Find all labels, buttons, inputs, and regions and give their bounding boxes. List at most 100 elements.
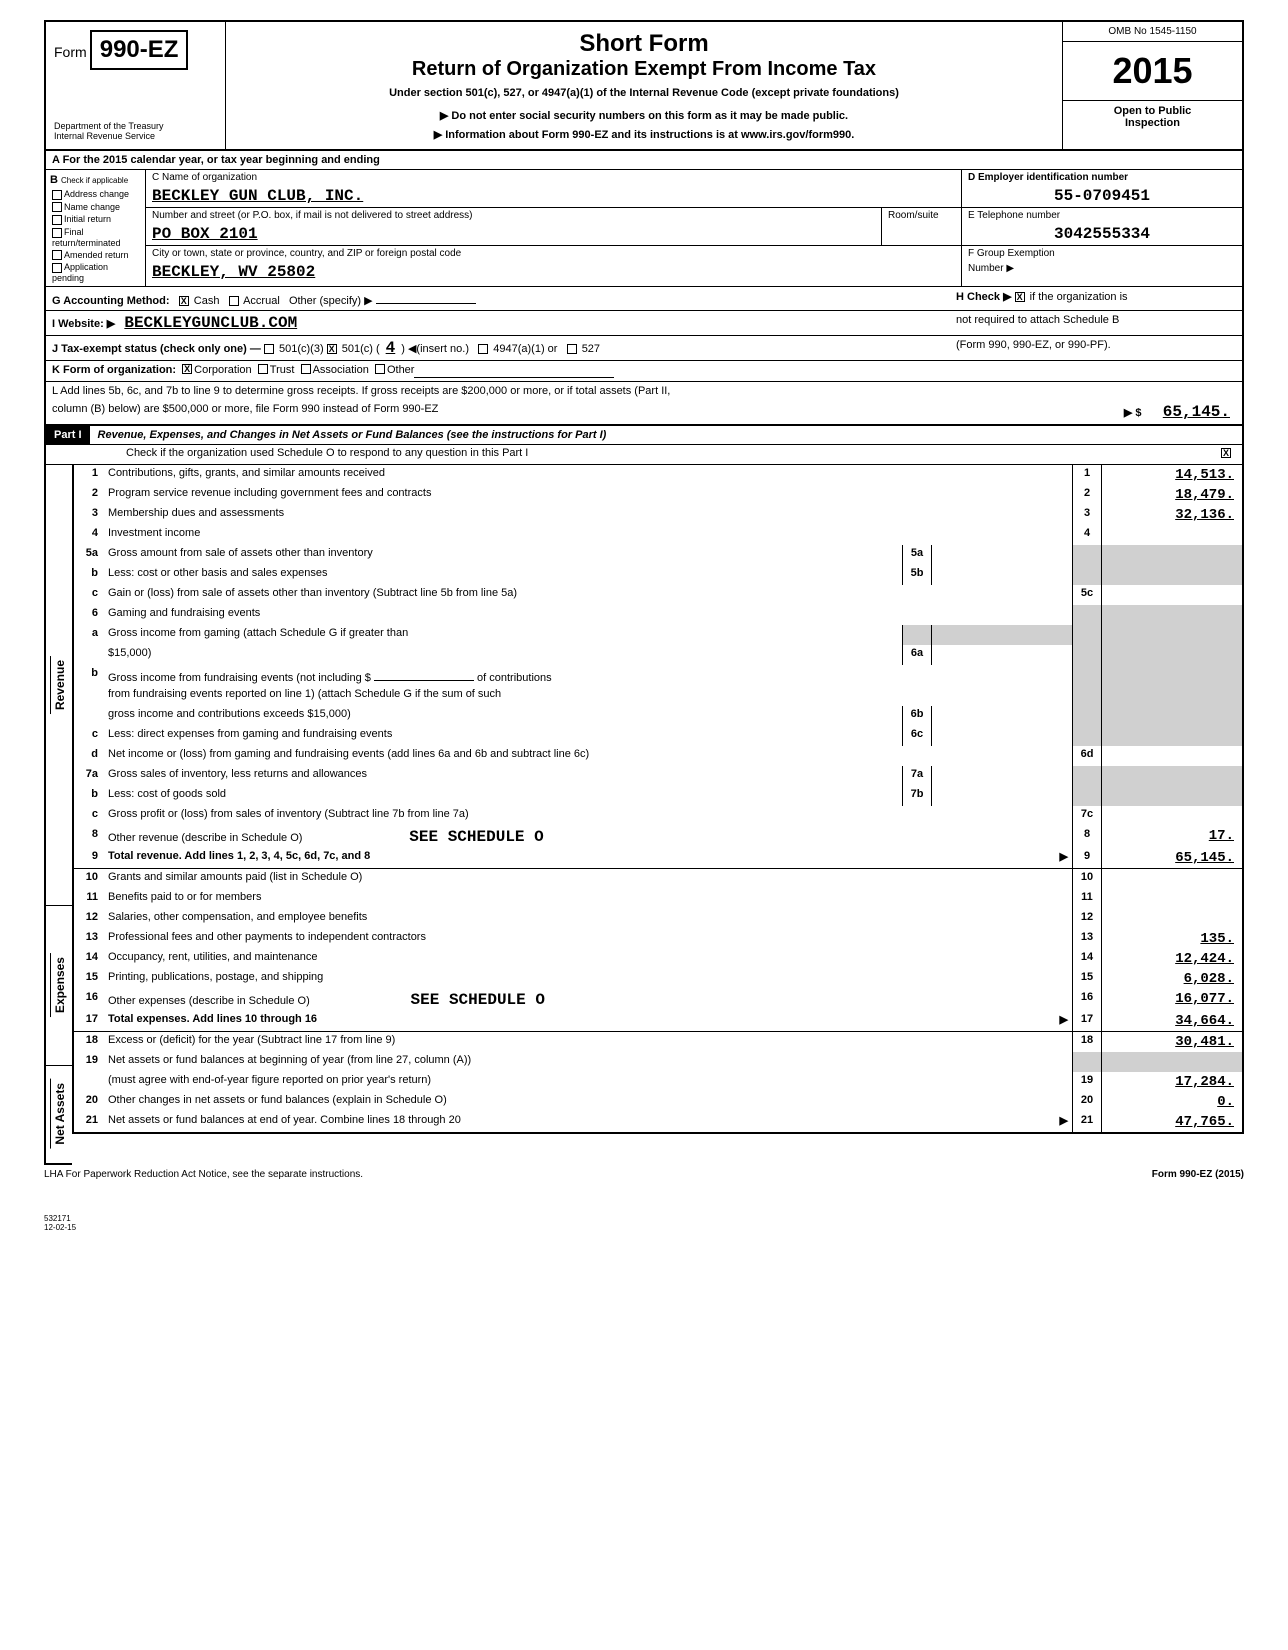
city-state-zip: BECKLEY, WV 25802 xyxy=(146,261,961,283)
part-1-check-o: Check if the organization used Schedule … xyxy=(44,445,1244,465)
netassets-side-label: Net Assets xyxy=(44,1065,72,1165)
footer-code: 532171 12-02-15 xyxy=(44,1214,1244,1232)
label-number: Number ▶ xyxy=(962,261,1242,276)
label-phone: E Telephone number xyxy=(962,208,1242,223)
cb-cash[interactable] xyxy=(179,296,189,306)
line-13: 13Professional fees and other payments t… xyxy=(72,929,1244,949)
ein-value: 55-0709451 xyxy=(962,185,1242,207)
line-11-value xyxy=(1102,889,1242,909)
form-ref-footer: Form 990-EZ (2015) xyxy=(1152,1169,1244,1180)
cb-schedule-b[interactable] xyxy=(1015,292,1025,302)
line-12-value xyxy=(1102,909,1242,929)
line-20-value: 0. xyxy=(1102,1092,1242,1112)
org-name: BECKLEY GUN CLUB, INC. xyxy=(146,185,961,207)
header-center: Short Form Return of Organization Exempt… xyxy=(226,22,1062,149)
line-12: 12Salaries, other compensation, and empl… xyxy=(72,909,1244,929)
tax-year: 2015 xyxy=(1063,42,1242,100)
info-link: ▶ Information about Form 990-EZ and its … xyxy=(234,128,1054,141)
omb-number: OMB No 1545-1150 xyxy=(1063,22,1242,42)
gross-receipts-total: 65,145. xyxy=(1157,401,1236,423)
form-header: Form 990-EZ Department of the Treasury I… xyxy=(44,20,1244,151)
line-18: 18Excess or (deficit) for the year (Subt… xyxy=(72,1032,1244,1052)
section-d-ein: D Employer identification number 55-0709… xyxy=(962,170,1242,286)
cb-final-return[interactable]: Final return/terminated xyxy=(48,226,143,249)
line-16: 16Other expenses (describe in Schedule O… xyxy=(72,989,1244,1011)
section-a-tax-year: A For the 2015 calendar year, or tax yea… xyxy=(44,151,1244,170)
line-8: 8Other revenue (describe in Schedule O) … xyxy=(72,826,1244,848)
line-11: 11Benefits paid to or for members 11 xyxy=(72,889,1244,909)
cb-pending[interactable]: Application pending xyxy=(48,261,143,284)
form-prefix: Form xyxy=(54,44,87,60)
label-org-name: C Name of organization xyxy=(146,170,961,185)
label-group-exemption: F Group Exemption xyxy=(962,246,1242,261)
line-4: 4Investment income 4 xyxy=(72,525,1244,545)
line-6b-2: from fundraising events reported on line… xyxy=(72,686,1244,706)
cb-address-change[interactable]: Address change xyxy=(48,188,143,201)
cb-501c[interactable] xyxy=(327,344,337,354)
cb-amended[interactable]: Amended return xyxy=(48,249,143,262)
row-j-tax-status: J Tax-exempt status (check only one) — 5… xyxy=(44,336,1244,361)
line-6a-1: aGross income from gaming (attach Schedu… xyxy=(72,625,1244,645)
subtitle: Under section 501(c), 527, or 4947(a)(1)… xyxy=(234,87,1054,99)
short-form-label: Short Form xyxy=(234,30,1054,58)
line-3: 3Membership dues and assessments 332,136… xyxy=(72,505,1244,525)
revenue-side-label: Revenue xyxy=(44,465,72,905)
footer: LHA For Paperwork Reduction Act Notice, … xyxy=(44,1165,1244,1184)
line-7c: cGross profit or (loss) from sales of in… xyxy=(72,806,1244,826)
label-city: City or town, state or province, country… xyxy=(146,246,961,261)
line-9-value: 65,145. xyxy=(1102,848,1242,868)
label-street: Number and street (or P.O. box, if mail … xyxy=(146,208,881,223)
line-2: 2Program service revenue including gover… xyxy=(72,485,1244,505)
part-1-label: Part I xyxy=(46,426,90,444)
line-7c-value xyxy=(1102,806,1242,826)
part-1-table: Revenue Expenses Net Assets 1Contributio… xyxy=(44,465,1244,1165)
website-value: BECKLEYGUNCLUB.COM xyxy=(118,312,303,334)
cb-corporation[interactable] xyxy=(182,364,192,374)
form-container: Form 990-EZ Department of the Treasury I… xyxy=(44,20,1244,1232)
501c-number: 4 xyxy=(380,337,402,359)
line-20: 20Other changes in net assets or fund ba… xyxy=(72,1092,1244,1112)
cb-4947[interactable] xyxy=(478,344,488,354)
label-room: Room/suite xyxy=(882,208,961,223)
header-left: Form 990-EZ Department of the Treasury I… xyxy=(46,22,226,149)
street-address: PO BOX 2101 xyxy=(146,223,881,245)
expenses-side-label: Expenses xyxy=(44,905,72,1065)
form-number: 990-EZ xyxy=(100,36,179,63)
form-990-ref: (Form 990, 990-EZ, or 990-PF). xyxy=(956,339,1236,357)
line-2-value: 18,479. xyxy=(1102,485,1242,505)
line-8-schedule: SEE SCHEDULE O xyxy=(403,826,549,848)
part-1-header: Part I Revenue, Expenses, and Changes in… xyxy=(44,424,1244,445)
line-16-schedule: SEE SCHEDULE O xyxy=(405,989,551,1011)
line-8-value: 17. xyxy=(1102,826,1242,848)
line-6: 6Gaming and fundraising events xyxy=(72,605,1244,625)
cb-initial-return[interactable]: Initial return xyxy=(48,213,143,226)
row-k-org-form: K Form of organization: Corporation Trus… xyxy=(44,361,1244,382)
row-l-gross-receipts-1: L Add lines 5b, 6c, and 7b to line 9 to … xyxy=(44,382,1244,400)
cb-accrual[interactable] xyxy=(229,296,239,306)
line-15-value: 6,028. xyxy=(1102,969,1242,989)
cb-501c3[interactable] xyxy=(264,344,274,354)
row-i-website: I Website: ▶ BECKLEYGUNCLUB.COM not requ… xyxy=(44,311,1244,336)
line-17: 17Total expenses. Add lines 10 through 1… xyxy=(72,1011,1244,1032)
cb-527[interactable] xyxy=(567,344,577,354)
line-4-value xyxy=(1102,525,1242,545)
line-18-value: 30,481. xyxy=(1102,1032,1242,1052)
header-right: OMB No 1545-1150 2015 Open to Public Ins… xyxy=(1062,22,1242,149)
line-6d-value xyxy=(1102,746,1242,766)
cb-association[interactable] xyxy=(301,364,311,374)
cb-name-change[interactable]: Name change xyxy=(48,201,143,214)
line-14-value: 12,424. xyxy=(1102,949,1242,969)
cb-trust[interactable] xyxy=(258,364,268,374)
line-7b: bLess: cost of goods sold 7b xyxy=(72,786,1244,806)
line-19-1: 19Net assets or fund balances at beginni… xyxy=(72,1052,1244,1072)
section-b-checkboxes: B Check if applicable Address change Nam… xyxy=(46,170,146,286)
line-6c: cLess: direct expenses from gaming and f… xyxy=(72,726,1244,746)
phone-value: 3042555334 xyxy=(962,223,1242,245)
line-6b-1: bGross income from fundraising events (n… xyxy=(72,665,1244,686)
line-6a-2: $15,000) 6a xyxy=(72,645,1244,665)
cb-schedule-o-part1[interactable] xyxy=(1221,448,1231,458)
line-6d: dNet income or (loss) from gaming and fu… xyxy=(72,746,1244,766)
line-13-value: 135. xyxy=(1102,929,1242,949)
cb-other-org[interactable] xyxy=(375,364,385,374)
line-17-value: 34,664. xyxy=(1102,1011,1242,1031)
